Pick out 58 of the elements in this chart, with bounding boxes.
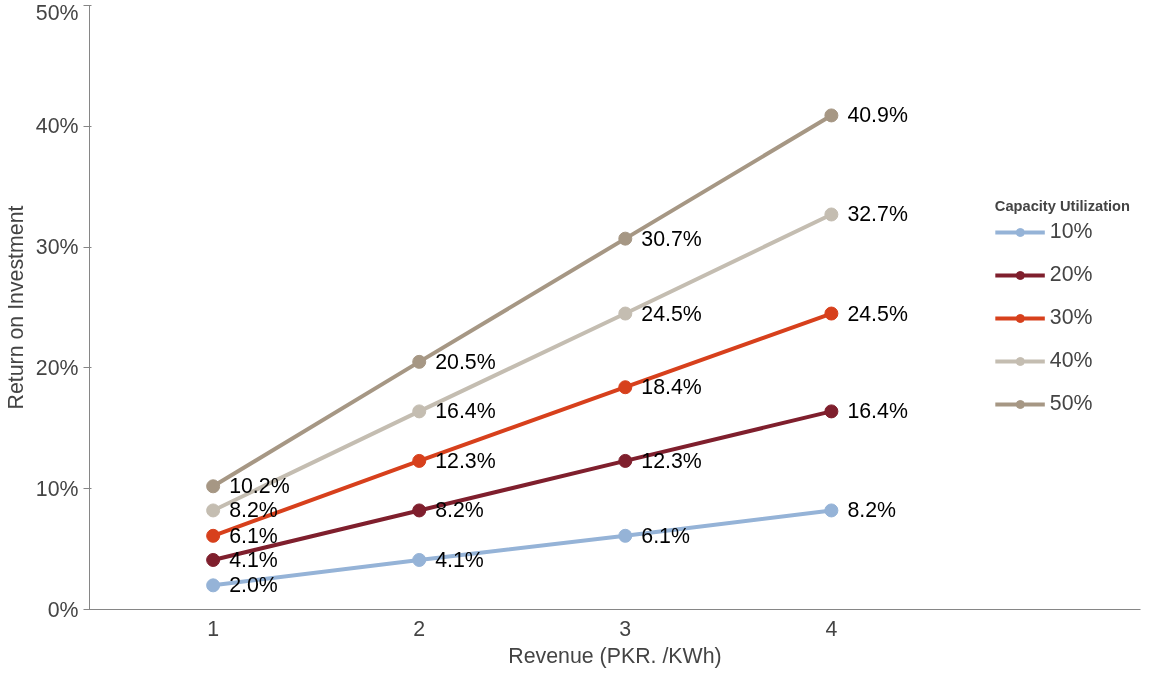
point <box>824 404 839 419</box>
data-label: 8.2% <box>229 498 278 523</box>
data-label: 10.2% <box>229 474 290 499</box>
legend-label: 40% <box>1049 348 1093 373</box>
point <box>206 578 221 593</box>
x-tick-label: 2 <box>413 616 426 641</box>
point <box>618 528 633 543</box>
data-label: 8.2% <box>435 498 484 523</box>
data-label: 4.1% <box>229 547 278 572</box>
x-tick-label: 4 <box>825 616 838 641</box>
point <box>412 354 427 369</box>
data-label: 12.3% <box>641 448 702 473</box>
point <box>824 503 839 518</box>
data-label: 16.4% <box>435 399 496 424</box>
legend-label: 10% <box>1049 219 1093 244</box>
y-axis-title: Return on Investment <box>3 205 28 410</box>
data-label: 24.5% <box>641 301 702 326</box>
legend-title: Capacity Utilization <box>994 198 1130 214</box>
data-label: 6.1% <box>229 523 278 548</box>
point <box>618 306 633 321</box>
point <box>206 528 221 543</box>
point <box>206 479 221 494</box>
legend-label: 30% <box>1049 305 1093 330</box>
y-tick-label: 50% <box>35 0 79 25</box>
data-label: 8.2% <box>847 498 897 523</box>
legend-label: 50% <box>1049 391 1093 416</box>
y-tick-label: 0% <box>47 597 79 622</box>
data-label: 20.5% <box>435 349 496 374</box>
data-label: 4.1% <box>435 547 484 572</box>
point <box>412 404 427 419</box>
x-axis-title: Revenue (PKR. /KWh) <box>508 643 722 668</box>
point <box>618 380 633 395</box>
x-tick-label: 3 <box>619 616 632 641</box>
point <box>206 552 221 567</box>
y-tick-label: 20% <box>35 355 79 380</box>
data-label: 16.4% <box>847 399 908 424</box>
x-tick-label: 1 <box>207 616 220 641</box>
point <box>824 306 839 321</box>
y-tick-label: 30% <box>35 235 79 260</box>
point <box>412 503 427 518</box>
data-label: 2.0% <box>229 573 278 598</box>
point <box>824 207 839 222</box>
point <box>412 552 427 567</box>
legend-label: 20% <box>1049 262 1093 287</box>
data-label: 24.5% <box>847 301 908 326</box>
point <box>824 108 839 123</box>
data-label: 30.7% <box>641 226 702 251</box>
point <box>618 231 633 246</box>
point <box>412 453 427 468</box>
point <box>618 453 633 468</box>
data-label: 32.7% <box>847 202 908 227</box>
data-label: 40.9% <box>847 103 908 128</box>
point <box>206 503 221 518</box>
y-tick-label: 40% <box>35 114 79 139</box>
y-tick-label: 10% <box>35 476 79 501</box>
data-label: 12.3% <box>435 448 496 473</box>
data-label: 18.4% <box>641 375 702 400</box>
data-label: 6.1% <box>641 523 690 548</box>
